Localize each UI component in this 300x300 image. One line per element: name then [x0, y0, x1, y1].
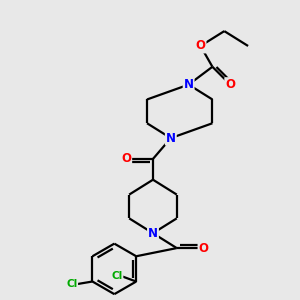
Text: O: O	[121, 152, 131, 165]
Text: O: O	[196, 40, 206, 52]
Text: Cl: Cl	[66, 280, 77, 290]
Text: Cl: Cl	[111, 271, 122, 281]
Text: O: O	[225, 78, 235, 91]
Text: N: N	[166, 132, 176, 145]
Text: O: O	[199, 242, 208, 255]
Text: N: N	[184, 78, 194, 91]
Text: N: N	[148, 227, 158, 240]
